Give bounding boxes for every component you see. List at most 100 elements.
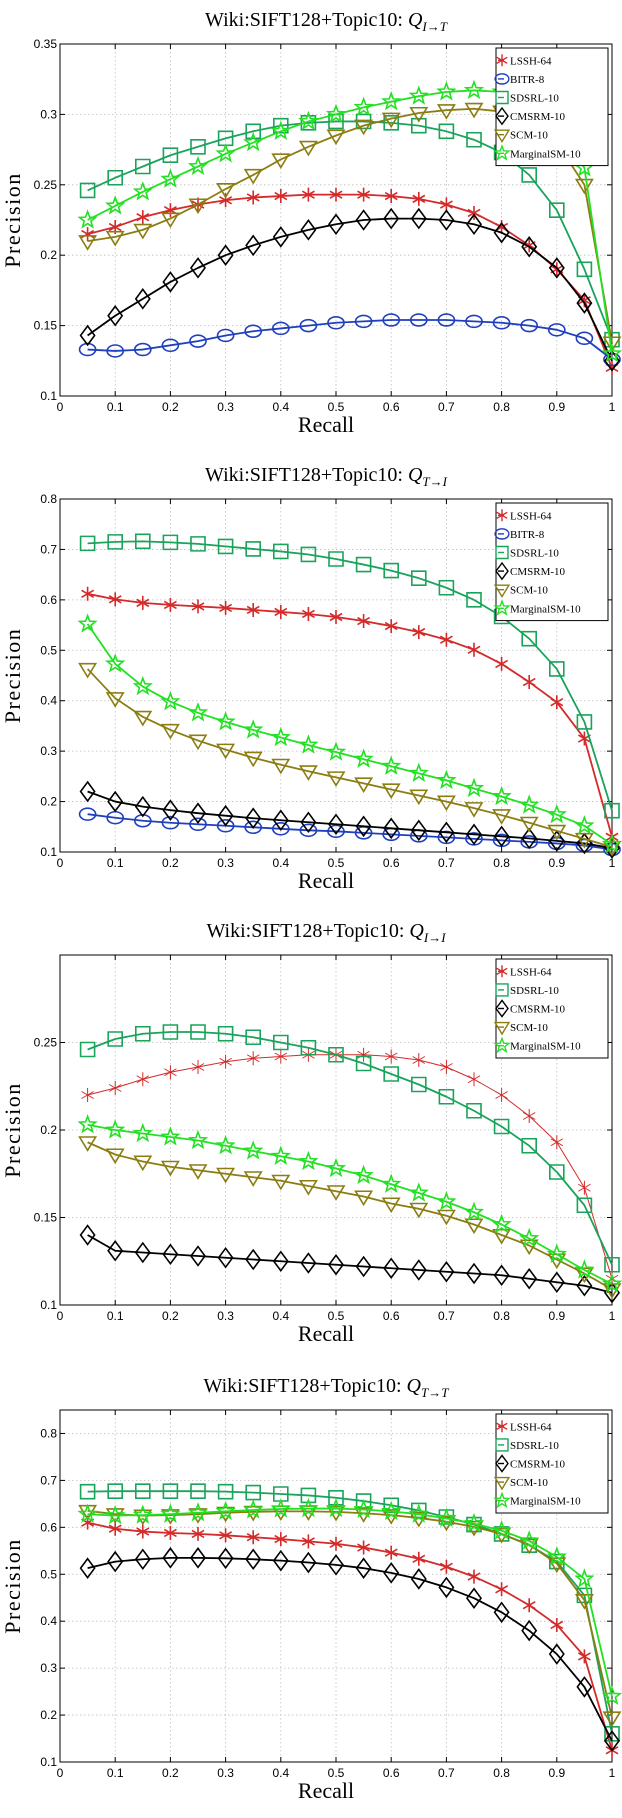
data-point-LSSH-64 (329, 187, 343, 202)
data-point-MarginalSM-10 (436, 1507, 457, 1528)
data-point-MarginalSM-10 (243, 719, 264, 739)
data-point-SCM-10 (298, 765, 318, 781)
title-math-sub: T→T (421, 1385, 449, 1400)
data-point-CMSRM-10 (79, 1557, 96, 1579)
data-point-SDSRL-10 (245, 1029, 261, 1046)
data-point-SCM-10 (188, 198, 208, 215)
data-point-MarginalSM-10 (105, 1119, 126, 1139)
y-tick-label: 0.2 (40, 1708, 57, 1722)
legend: LSSH-64 BITR-8 SDSRL-10 CMSRM-10 SCM-10 Margi… (493, 47, 609, 167)
legend-label-SDSRL-10: SDSRL-10 (510, 985, 559, 997)
data-point-LSSH-64 (467, 1569, 481, 1584)
data-point-SCM-10 (105, 230, 125, 247)
data-point-SCM-10 (243, 1171, 263, 1187)
data-point-MarginalSM-10 (546, 1546, 567, 1566)
data-point-SDSRL-10 (604, 1256, 620, 1273)
data-point-CMSRM-10 (521, 827, 538, 850)
legend-label-MarginalSM-10: MarginalSM-10 (510, 603, 581, 615)
data-point-BITR-8 (78, 807, 97, 821)
data-point-MarginalSM-10 (187, 1129, 209, 1150)
data-point-SDSRL-10 (107, 1483, 123, 1499)
data-point-SDSRL-10 (383, 1066, 399, 1082)
data-point-MarginalSM-10 (436, 81, 457, 101)
data-point-LSSH-64 (191, 1526, 205, 1541)
data-point-LSSH-64 (301, 187, 315, 202)
data-point-CMSRM-10 (521, 235, 538, 258)
data-point-SDSRL-10 (355, 113, 372, 130)
data-point-CMSRM-10 (190, 257, 206, 279)
legend-marker-MarginalSM-10 (493, 599, 511, 616)
data-point-SDSRL-10 (107, 169, 123, 186)
legend-label-CMSRM-10: CMSRM-10 (510, 1004, 566, 1016)
data-point-CMSRM-10 (134, 1548, 151, 1571)
data-point-CMSRM-10 (190, 1245, 206, 1267)
x-tick-label: 0.9 (548, 1766, 565, 1780)
data-point-SDSRL-10 (79, 1041, 96, 1058)
data-point-SDSRL-10 (549, 661, 565, 677)
data-point-CMSRM-10 (383, 1257, 400, 1280)
legend-marker-MarginalSM-10 (493, 144, 511, 161)
legend-label-BITR-8: BITR-8 (510, 529, 545, 541)
x-tick-label: 0.7 (438, 856, 455, 870)
x-tick-label: 0 (57, 1766, 64, 1780)
legend-box (495, 47, 609, 167)
data-point-BITR-8 (547, 323, 566, 337)
data-point-MarginalSM-10 (463, 1201, 485, 1221)
data-point-SDSRL-10 (245, 123, 261, 140)
data-point-SDSRL-10 (135, 1483, 151, 1499)
data-point-SDSRL-10 (162, 534, 179, 551)
series-line-MarginalSM-10 (86, 623, 613, 846)
x-tick-label: 0 (57, 400, 64, 414)
data-point-CMSRM-10 (107, 1550, 124, 1573)
chart-3-title: Wiki:SIFT128+Topic10: QI→I (206, 920, 446, 945)
title-math-sub: I→T (421, 19, 447, 34)
x-tick-label: 0.8 (493, 1766, 510, 1780)
data-point-LSSH-64 (412, 1551, 426, 1566)
data-point-BITR-8 (437, 830, 456, 845)
data-point-CMSRM-10 (355, 1255, 372, 1278)
y-tick-label: 0.1 (40, 845, 57, 859)
y-tick-label: 0.2 (40, 248, 57, 262)
data-point-SDSRL-10 (273, 1034, 289, 1051)
chart-1-title: Wiki:SIFT128+Topic10: QI→T (205, 9, 448, 34)
series-MarginalSM-10 (77, 1497, 622, 1705)
data-point-MarginalSM-10 (574, 1568, 595, 1588)
data-point-CMSRM-10 (272, 226, 289, 248)
data-point-MarginalSM-10 (601, 833, 622, 854)
legend-marker-SCM-10 (493, 129, 511, 143)
data-point-LSSH-64 (136, 595, 150, 610)
data-point-MarginalSM-10 (601, 1685, 622, 1705)
y-tick-label: 0.35 (34, 37, 58, 51)
y-axis-label: Precision (0, 1082, 25, 1177)
legend-label-SDSRL-10: SDSRL-10 (510, 548, 559, 560)
x-tick-label: 0.1 (107, 1309, 124, 1323)
x-tick-label: 1 (609, 1309, 616, 1323)
data-point-BITR-8 (189, 817, 207, 832)
data-point-LSSH-64 (329, 1536, 343, 1551)
x-tick-label: 0.1 (107, 400, 124, 414)
data-point-SDSRL-10 (190, 536, 206, 552)
data-point-BITR-8 (161, 816, 180, 830)
data-point-SCM-10 (602, 1711, 622, 1728)
legend-label-LSSH-64: LSSH-64 (510, 966, 552, 978)
x-tick-label: 0.3 (217, 1766, 234, 1780)
legend-marker-SCM-10 (493, 1021, 511, 1036)
data-point-LSSH-64 (219, 600, 233, 615)
data-point-SDSRL-10 (466, 1102, 482, 1119)
data-point-BITR-8 (299, 318, 318, 333)
y-axis-label: Precision (0, 1538, 25, 1633)
data-point-BITR-8 (244, 820, 263, 835)
data-point-LSSH-64 (164, 1065, 177, 1080)
data-point-LSSH-64 (136, 210, 150, 225)
data-point-SDSRL-10 (300, 1487, 317, 1504)
data-point-CMSRM-10 (79, 780, 96, 803)
data-point-SDSRL-10 (217, 1025, 234, 1042)
data-point-CMSRM-10 (217, 804, 234, 827)
data-point-LSSH-64 (246, 190, 260, 205)
data-point-LSSH-64 (191, 1060, 205, 1074)
series-line-LSSH-64 (87, 1054, 613, 1279)
data-point-LSSH-64 (522, 1598, 536, 1613)
y-tick-label: 0.2 (40, 795, 57, 809)
legend-label-MarginalSM-10: MarginalSM-10 (510, 1496, 581, 1508)
data-point-BITR-8 (189, 334, 207, 348)
